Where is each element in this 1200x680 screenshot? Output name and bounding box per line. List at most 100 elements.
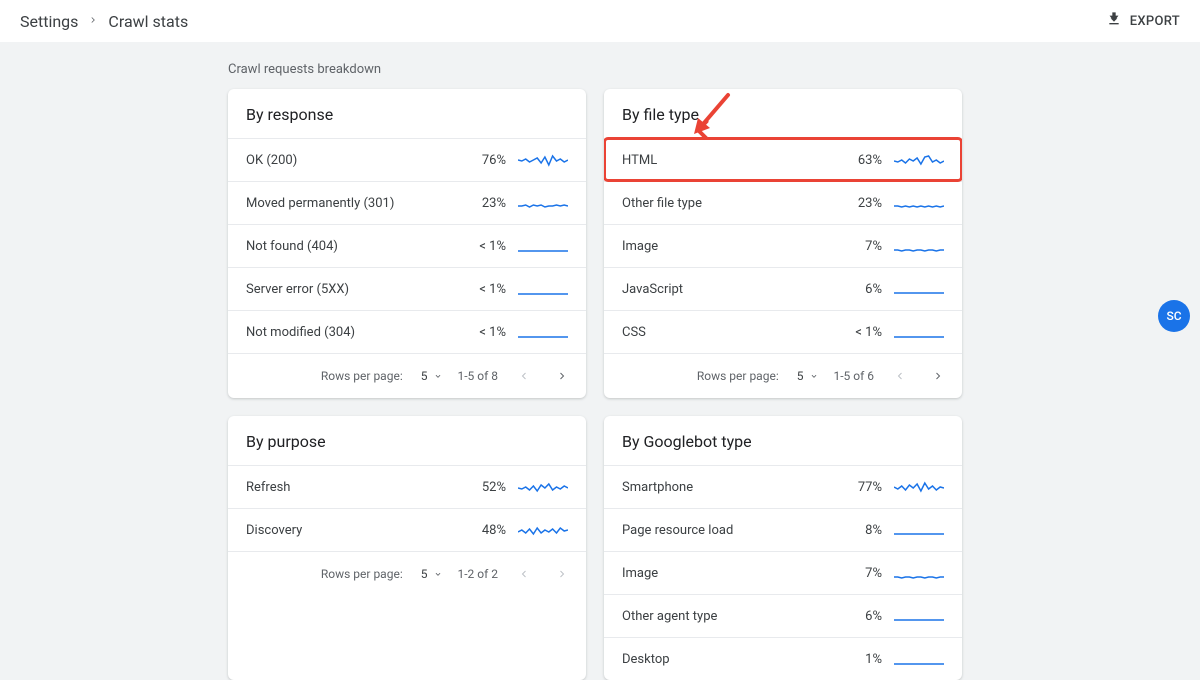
- row-percent: 23%: [456, 196, 506, 211]
- row-label: Discovery: [246, 523, 456, 538]
- table-row[interactable]: JavaScript6%: [604, 267, 962, 310]
- card-purpose: By purposeRefresh52%Discovery48%Rows per…: [228, 416, 586, 680]
- row-label: Page resource load: [622, 523, 832, 538]
- row-label: Not modified (304): [246, 325, 456, 340]
- sparkline: [894, 478, 944, 496]
- sparkline: [894, 521, 944, 539]
- table-row[interactable]: Other file type23%: [604, 181, 962, 224]
- table-row[interactable]: Server error (5XX)< 1%: [228, 267, 586, 310]
- table-row[interactable]: Desktop1%: [604, 637, 962, 680]
- breadcrumb-current: Crawl stats: [108, 12, 188, 31]
- row-label: Not found (404): [246, 239, 456, 254]
- sparkline: [518, 151, 568, 169]
- table-row[interactable]: OK (200)76%: [228, 138, 586, 181]
- row-label: Desktop: [622, 652, 832, 667]
- row-label: Other file type: [622, 196, 832, 211]
- row-label: Smartphone: [622, 480, 832, 495]
- table-row[interactable]: Image7%: [604, 551, 962, 594]
- row-label: HTML: [622, 153, 832, 168]
- row-label: OK (200): [246, 153, 456, 168]
- chevron-down-icon: [433, 569, 443, 579]
- card-filetype: By file typeHTML63%Other file type23%Ima…: [604, 89, 962, 398]
- sparkline: [894, 237, 944, 255]
- row-label: Image: [622, 566, 832, 581]
- row-percent: 6%: [832, 282, 882, 297]
- breadcrumb-parent[interactable]: Settings: [20, 12, 78, 31]
- sparkline: [894, 607, 944, 625]
- table-row[interactable]: Discovery48%: [228, 508, 586, 551]
- pager-range: 1-5 of 6: [833, 369, 874, 383]
- row-percent: < 1%: [832, 325, 882, 340]
- row-label: Server error (5XX): [246, 282, 456, 297]
- table-row[interactable]: Refresh52%: [228, 465, 586, 508]
- row-percent: 1%: [832, 652, 882, 667]
- row-label: CSS: [622, 325, 832, 340]
- pager-next: [550, 562, 574, 586]
- export-label: EXPORT: [1130, 14, 1180, 29]
- chevron-down-icon: [809, 371, 819, 381]
- row-percent: 52%: [456, 480, 506, 495]
- table-row[interactable]: Other agent type6%: [604, 594, 962, 637]
- row-percent: 8%: [832, 523, 882, 538]
- row-percent: 76%: [456, 153, 506, 168]
- row-percent: 6%: [832, 609, 882, 624]
- row-percent: < 1%: [456, 239, 506, 254]
- cards-grid: By responseOK (200)76%Moved permanently …: [228, 89, 1200, 680]
- rows-per-page-select[interactable]: 5: [421, 567, 444, 581]
- table-row[interactable]: HTML63%: [604, 138, 962, 181]
- card-title: By Googlebot type: [604, 416, 962, 465]
- row-label: JavaScript: [622, 282, 832, 297]
- pager-next[interactable]: [550, 364, 574, 388]
- download-icon: [1106, 11, 1122, 31]
- row-percent: 77%: [832, 480, 882, 495]
- sparkline: [518, 323, 568, 341]
- pager-prev: [512, 562, 536, 586]
- pager-range: 1-2 of 2: [457, 567, 498, 581]
- sparkline: [894, 323, 944, 341]
- pager: Rows per page:51-2 of 2: [228, 551, 586, 596]
- avatar[interactable]: SC: [1158, 300, 1190, 332]
- row-percent: < 1%: [456, 325, 506, 340]
- table-row[interactable]: Not modified (304)< 1%: [228, 310, 586, 353]
- rows-per-page-select[interactable]: 5: [797, 369, 820, 383]
- card-title: By response: [228, 89, 586, 138]
- pager: Rows per page: 5 1-5 of 6: [604, 353, 962, 398]
- row-percent: 63%: [832, 153, 882, 168]
- row-label: Image: [622, 239, 832, 254]
- export-button[interactable]: EXPORT: [1106, 11, 1180, 31]
- card-response: By responseOK (200)76%Moved permanently …: [228, 89, 586, 398]
- chevron-down-icon: [433, 371, 443, 381]
- card-title: By file type: [604, 89, 962, 138]
- rows-per-page-select[interactable]: 5: [421, 369, 444, 383]
- row-label: Refresh: [246, 480, 456, 495]
- row-label: Other agent type: [622, 609, 832, 624]
- table-row[interactable]: Smartphone77%: [604, 465, 962, 508]
- sparkline: [894, 564, 944, 582]
- table-row[interactable]: CSS< 1%: [604, 310, 962, 353]
- card-googlebot: By Googlebot typeSmartphone77%Page resou…: [604, 416, 962, 680]
- chevron-right-icon: [88, 13, 98, 29]
- sparkline: [894, 194, 944, 212]
- pager-prev: [512, 364, 536, 388]
- pager-prev: [888, 364, 912, 388]
- pager-range: 1-5 of 8: [457, 369, 498, 383]
- row-percent: 7%: [832, 566, 882, 581]
- pager: Rows per page: 5 1-5 of 8: [228, 353, 586, 398]
- sparkline: [518, 280, 568, 298]
- breadcrumb: Settings Crawl stats: [20, 12, 188, 31]
- row-percent: < 1%: [456, 282, 506, 297]
- table-row[interactable]: Image7%: [604, 224, 962, 267]
- rows-per-page-label: Rows per page:: [321, 369, 403, 383]
- card-title: By purpose: [228, 416, 586, 465]
- table-row[interactable]: Moved permanently (301)23%: [228, 181, 586, 224]
- table-row[interactable]: Not found (404)< 1%: [228, 224, 586, 267]
- sparkline: [894, 151, 944, 169]
- rows-per-page-label: Rows per page:: [697, 369, 779, 383]
- sparkline: [518, 521, 568, 539]
- sparkline: [894, 280, 944, 298]
- pager-next[interactable]: [926, 364, 950, 388]
- sparkline: [518, 194, 568, 212]
- table-row[interactable]: Page resource load8%: [604, 508, 962, 551]
- row-percent: 7%: [832, 239, 882, 254]
- sparkline: [518, 478, 568, 496]
